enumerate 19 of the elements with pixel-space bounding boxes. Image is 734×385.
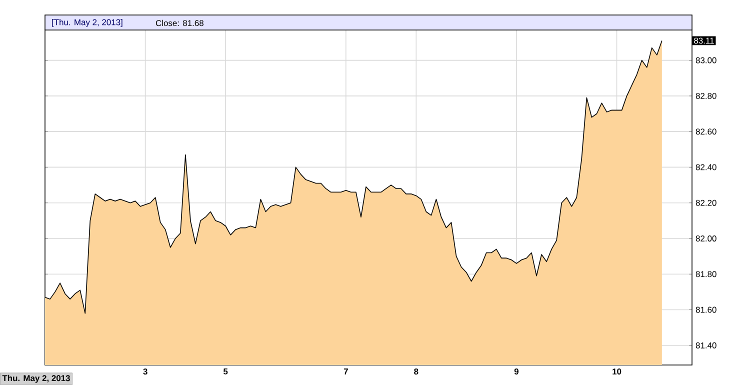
y-tick-label: 82.40 <box>696 164 716 170</box>
x-tick-label: 9 <box>514 368 518 375</box>
text: [Thu. May 2, 2013] <box>52 19 122 27</box>
y-tick-label: 82.00 <box>696 235 716 242</box>
y-tick-label: 82.60 <box>696 128 716 135</box>
y-tick-label: 81.80 <box>696 271 716 278</box>
x-tick-label: 10 <box>612 368 622 375</box>
x-tick-label: 8 <box>414 368 418 375</box>
y-tick-label: 83.00 <box>696 57 716 64</box>
x-tick-label: 3 <box>143 368 148 375</box>
x-tick-label: 5 <box>223 368 228 374</box>
y-tick-label: 82.20 <box>696 200 716 206</box>
y-tick-label: 81.40 <box>696 342 716 348</box>
text: Close: 81.68 <box>156 20 204 26</box>
y-tick-label: 81.60 <box>696 306 716 313</box>
text: Thu. May 2, 2013 <box>2 374 70 383</box>
x-tick-label: 7 <box>344 368 348 374</box>
y-tick-label: 82.80 <box>696 92 716 99</box>
annotation: 83.11 <box>694 38 714 44</box>
